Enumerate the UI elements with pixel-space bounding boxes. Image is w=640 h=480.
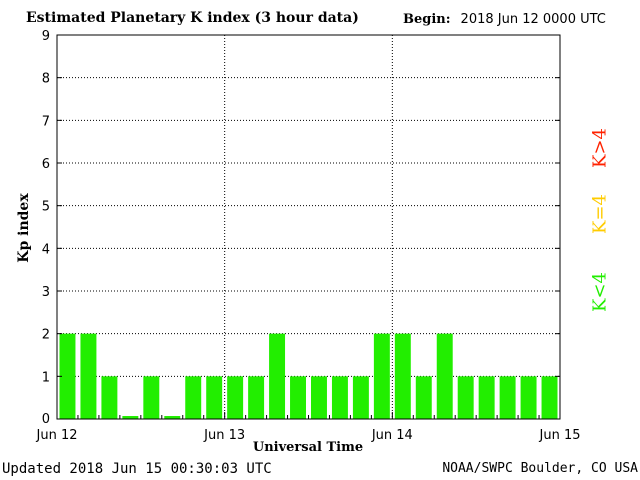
begin-label: Begin: [403, 12, 451, 27]
legend-k-lt4: K<4 [589, 272, 611, 312]
kp-bar [331, 376, 348, 419]
kp-bar [499, 376, 516, 419]
y-axis-label: Kp index [16, 193, 32, 263]
kp-bar [143, 376, 160, 419]
kp-bar [520, 376, 537, 419]
y-tick-label: 1 [42, 370, 50, 385]
y-tick-label: 3 [42, 285, 50, 300]
legend-k-gt4: K>4 [589, 128, 611, 168]
kp-bar [311, 376, 327, 419]
begin-info: Begin: 2018 Jun 12 0000 UTC [403, 12, 606, 27]
x-tick-label: Jun 12 [36, 428, 78, 443]
y-tick-label: 4 [42, 242, 50, 257]
y-tick-label: 8 [42, 72, 50, 87]
credit-text: NOAA/SWPC Boulder, CO USA [442, 461, 638, 476]
kp-bar [80, 333, 97, 419]
plot-frame [56, 34, 561, 420]
begin-value: 2018 Jun 12 0000 UTC [460, 12, 606, 27]
kp-bar [541, 376, 558, 419]
x-axis-label: Universal Time [252, 440, 364, 455]
kp-bar [415, 376, 432, 419]
y-tick-label: 9 [42, 29, 50, 44]
x-tick-label: Jun 15 [539, 428, 581, 443]
kp-bar [248, 376, 265, 419]
kp-bar [185, 376, 202, 419]
kp-bar [122, 416, 139, 419]
legend-k-eq4: K=4 [589, 194, 611, 234]
y-tick-label: 2 [42, 328, 50, 343]
kp-bar [352, 376, 369, 419]
kp-bar [394, 333, 411, 419]
y-tick-label: 0 [42, 412, 50, 427]
updated-timestamp: Updated 2018 Jun 15 00:30:03 UTC [2, 461, 272, 477]
kp-bar [290, 376, 306, 419]
kp-bar [101, 376, 118, 419]
kp-bar [436, 333, 453, 419]
x-tick-label: Jun 13 [203, 428, 245, 443]
kp-bar [457, 376, 474, 419]
chart-title: Estimated Planetary K index (3 hour data… [26, 10, 359, 26]
x-tick-label: Jun 14 [371, 428, 413, 443]
y-tick-label: 7 [42, 114, 50, 129]
kp-bar [269, 333, 286, 419]
kp-bar [227, 376, 244, 419]
kp-bar [373, 333, 390, 419]
y-tick-label: 5 [42, 200, 50, 215]
kp-bar [59, 333, 76, 419]
kp-bar [206, 376, 223, 419]
kp-bar [478, 376, 495, 419]
y-tick-label: 6 [42, 157, 50, 172]
kp-bar [164, 416, 181, 419]
